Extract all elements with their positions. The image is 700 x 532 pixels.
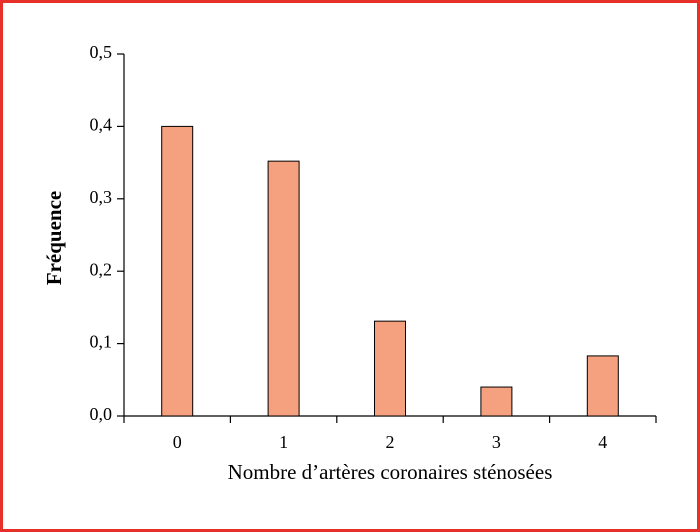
y-tick-label: 0,1	[90, 332, 113, 352]
x-tick-label: 1	[279, 432, 288, 452]
bar	[586, 355, 619, 417]
bar	[374, 320, 406, 417]
bar	[267, 160, 300, 417]
x-tick-label: 3	[492, 432, 501, 452]
y-tick-label: 0,5	[90, 42, 113, 62]
x-tick-label: 2	[386, 432, 395, 452]
bar	[480, 386, 513, 417]
x-tick-label: 4	[598, 432, 607, 452]
y-tick-label: 0,2	[90, 259, 113, 279]
x-tick-label: 0	[173, 432, 182, 452]
x-axis-title: Nombre d’artères coronaires sténosées	[228, 460, 553, 484]
y-tick-label: 0,0	[90, 404, 113, 424]
y-tick-label: 0,4	[90, 115, 113, 135]
bar	[161, 125, 194, 417]
y-tick-label: 0,3	[90, 187, 113, 207]
y-axis-title: Fréquence	[42, 191, 66, 285]
